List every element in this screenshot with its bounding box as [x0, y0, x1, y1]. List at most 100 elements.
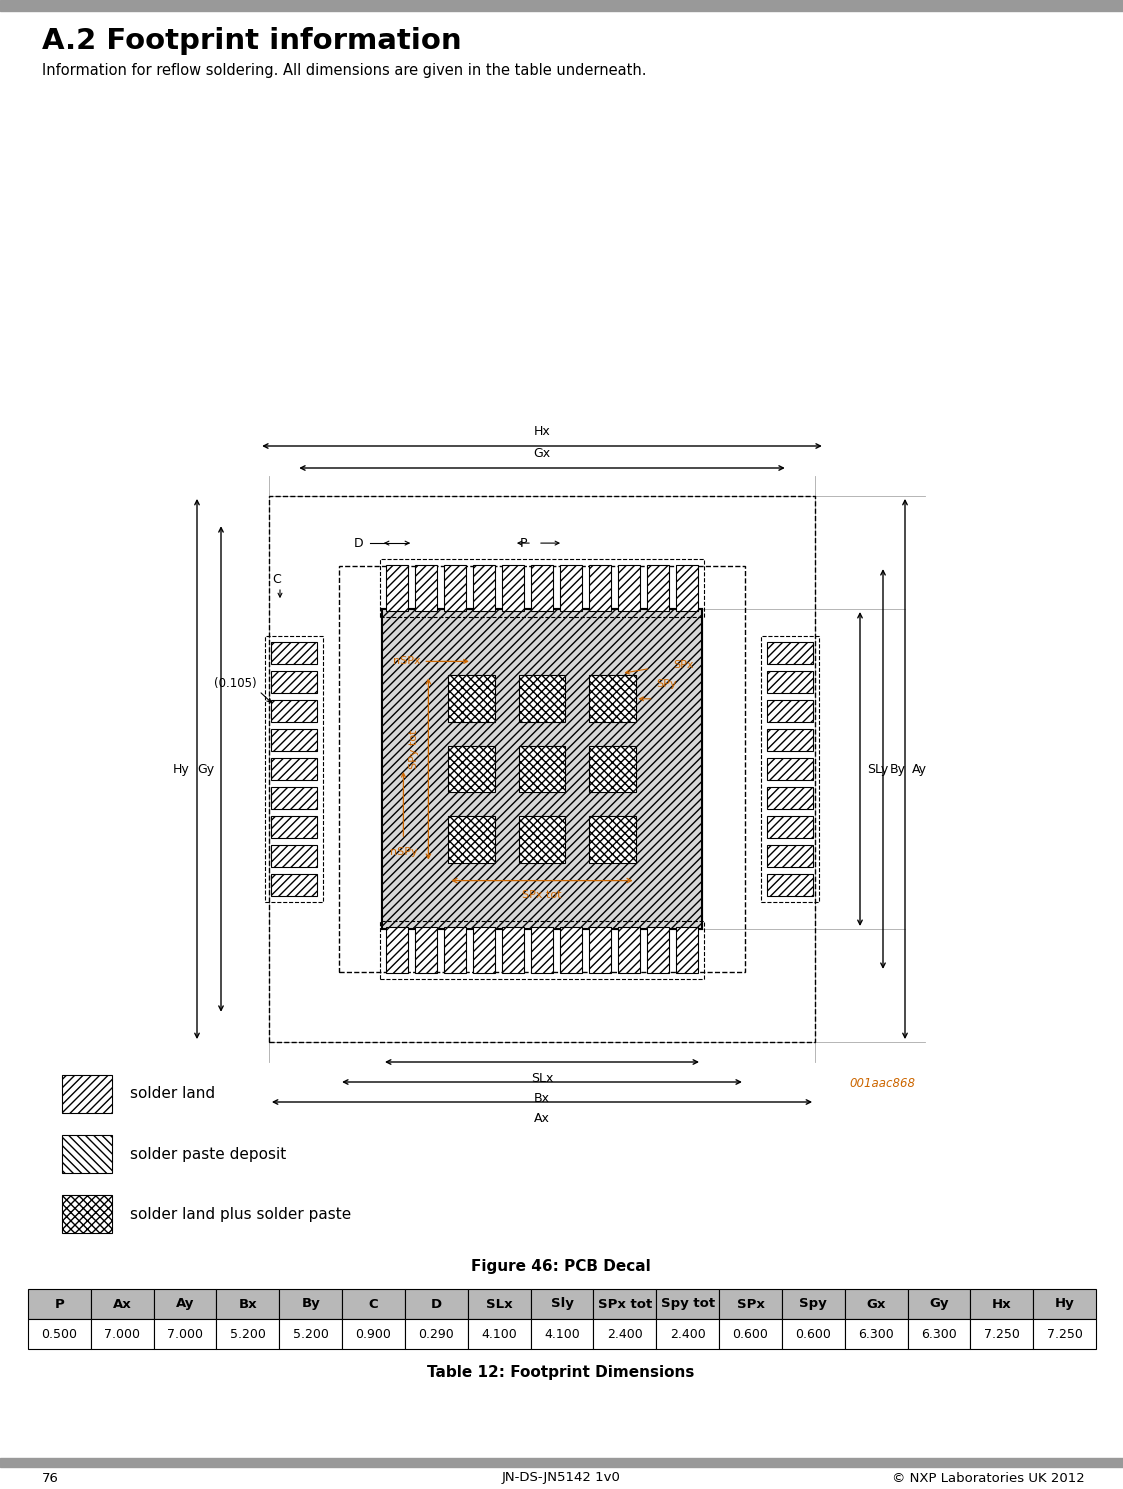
- Bar: [907, 1289, 970, 1319]
- Text: Information for reflow soldering. All dimensions are given in the table undernea: Information for reflow soldering. All di…: [42, 64, 647, 79]
- Bar: [416, 926, 437, 972]
- Bar: [782, 1319, 844, 1349]
- Bar: [588, 566, 611, 610]
- Bar: [444, 926, 466, 972]
- Bar: [343, 1319, 405, 1349]
- Text: Table 12: Footprint Dimensions: Table 12: Footprint Dimensions: [428, 1365, 695, 1380]
- Text: Gy: Gy: [197, 762, 214, 776]
- Bar: [0, 0, 1123, 10]
- Bar: [468, 1319, 530, 1349]
- Bar: [767, 844, 813, 867]
- Bar: [519, 746, 565, 792]
- Text: Ay: Ay: [176, 1297, 194, 1310]
- Text: By: By: [301, 1297, 320, 1310]
- Bar: [719, 1289, 782, 1319]
- Text: SLx: SLx: [486, 1297, 512, 1310]
- Bar: [405, 1289, 468, 1319]
- Text: P: P: [520, 536, 527, 549]
- Bar: [473, 926, 495, 972]
- Text: P: P: [55, 1297, 64, 1310]
- Text: Sly: Sly: [550, 1297, 574, 1310]
- Bar: [154, 1289, 217, 1319]
- Bar: [767, 730, 813, 750]
- Text: Bx: Bx: [238, 1297, 257, 1310]
- Text: D: D: [431, 1297, 442, 1310]
- Text: Ay: Ay: [912, 762, 926, 776]
- Text: D: D: [354, 536, 363, 549]
- Bar: [271, 758, 317, 780]
- Bar: [502, 926, 524, 972]
- Bar: [382, 609, 702, 929]
- Bar: [386, 566, 408, 610]
- Bar: [844, 1319, 907, 1349]
- Bar: [530, 1289, 593, 1319]
- Text: A.2 Footprint information: A.2 Footprint information: [42, 27, 462, 55]
- Bar: [647, 566, 669, 610]
- Text: 0.900: 0.900: [356, 1328, 392, 1340]
- Text: 4.100: 4.100: [482, 1328, 517, 1340]
- Bar: [519, 676, 565, 722]
- Bar: [656, 1289, 719, 1319]
- Bar: [767, 758, 813, 780]
- Bar: [270, 496, 815, 1042]
- Text: 4.100: 4.100: [545, 1328, 579, 1340]
- Text: 76: 76: [42, 1471, 58, 1485]
- Bar: [448, 676, 495, 722]
- Bar: [62, 1196, 112, 1233]
- Text: Figure 46: PCB Decal: Figure 46: PCB Decal: [472, 1260, 651, 1275]
- Text: (0.105): (0.105): [214, 676, 257, 689]
- Text: SLx: SLx: [531, 1072, 554, 1085]
- Text: 5.200: 5.200: [293, 1328, 329, 1340]
- Text: SLy: SLy: [867, 762, 888, 776]
- Bar: [271, 816, 317, 838]
- Text: SPy tot: SPy tot: [410, 730, 419, 768]
- Text: Ax: Ax: [535, 1112, 550, 1126]
- Text: Gx: Gx: [867, 1297, 886, 1310]
- Text: 001aac868: 001aac868: [849, 1077, 915, 1090]
- Bar: [154, 1319, 217, 1349]
- Bar: [560, 926, 582, 972]
- Text: By: By: [891, 762, 906, 776]
- Text: 6.300: 6.300: [921, 1328, 957, 1340]
- Bar: [416, 566, 437, 610]
- Bar: [676, 566, 699, 610]
- Bar: [719, 1319, 782, 1349]
- Text: SPx: SPx: [737, 1297, 765, 1310]
- Bar: [473, 566, 495, 610]
- Bar: [468, 1289, 530, 1319]
- Bar: [531, 926, 553, 972]
- Text: 0.600: 0.600: [732, 1328, 768, 1340]
- Bar: [448, 816, 495, 862]
- Bar: [62, 1135, 112, 1173]
- Text: Gx: Gx: [533, 447, 550, 460]
- Bar: [502, 566, 524, 610]
- Bar: [767, 672, 813, 692]
- Bar: [970, 1289, 1033, 1319]
- Bar: [519, 816, 565, 862]
- Bar: [593, 1319, 656, 1349]
- Text: 5.200: 5.200: [230, 1328, 266, 1340]
- Bar: [782, 1289, 844, 1319]
- Text: Hy: Hy: [1054, 1297, 1075, 1310]
- Bar: [62, 1075, 112, 1112]
- Bar: [588, 746, 636, 792]
- Bar: [1033, 1319, 1096, 1349]
- Bar: [271, 700, 317, 722]
- Bar: [0, 1458, 1123, 1467]
- Text: SPx tot: SPx tot: [597, 1297, 652, 1310]
- Bar: [588, 926, 611, 972]
- Bar: [271, 874, 317, 896]
- Bar: [386, 926, 408, 972]
- Bar: [280, 1289, 343, 1319]
- Bar: [280, 1319, 343, 1349]
- Bar: [265, 636, 323, 902]
- Bar: [339, 566, 745, 972]
- Bar: [676, 926, 699, 972]
- Bar: [767, 816, 813, 838]
- Text: 0.290: 0.290: [419, 1328, 454, 1340]
- Text: 7.000: 7.000: [167, 1328, 203, 1340]
- Bar: [271, 672, 317, 692]
- Text: 7.000: 7.000: [104, 1328, 140, 1340]
- Bar: [380, 920, 704, 978]
- Bar: [28, 1289, 91, 1319]
